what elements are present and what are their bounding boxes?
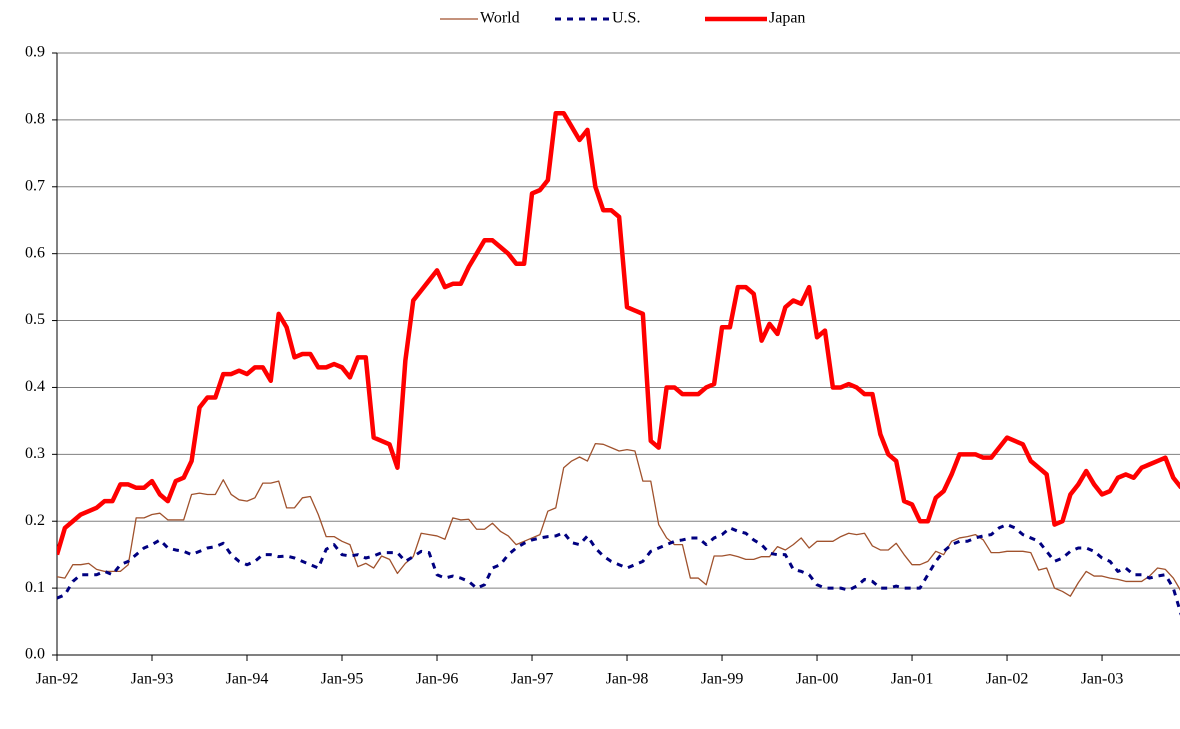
- y-tick-label: 0.2: [25, 512, 45, 529]
- series-line: [57, 523, 1180, 616]
- series-line: [57, 442, 1180, 597]
- y-tick-label: 0.1: [25, 579, 45, 596]
- x-tick-label: Jan-02: [986, 671, 1029, 688]
- x-tick-label: Jan-97: [511, 671, 554, 688]
- x-tick-label: Jan-96: [416, 671, 459, 688]
- x-tick-label: Jan-98: [606, 671, 649, 688]
- x-tick-label: Jan-92: [36, 671, 79, 688]
- y-tick-label: 0.4: [25, 378, 45, 395]
- series-line: [57, 110, 1180, 556]
- y-tick-label: 0.7: [25, 177, 45, 194]
- legend-label: Japan: [769, 10, 805, 27]
- y-tick-label: 0.8: [25, 111, 45, 128]
- x-tick-label: Jan-99: [701, 671, 744, 688]
- x-tick-label: Jan-03: [1081, 671, 1124, 688]
- y-tick-label: 0.5: [25, 311, 45, 328]
- x-tick-label: Jan-00: [796, 671, 839, 688]
- y-tick-label: 0.6: [25, 244, 45, 261]
- y-tick-label: 0.3: [25, 445, 45, 462]
- x-tick-label: Jan-93: [131, 671, 174, 688]
- x-tick-label: Jan-01: [891, 671, 934, 688]
- y-tick-label: 0.0: [25, 646, 45, 663]
- x-tick-label: Jan-95: [321, 671, 364, 688]
- y-tick-label: 0.9: [25, 44, 45, 61]
- x-tick-label: Jan-94: [226, 671, 269, 688]
- legend-label: U.S.: [612, 10, 640, 27]
- legend-label: World: [480, 10, 520, 27]
